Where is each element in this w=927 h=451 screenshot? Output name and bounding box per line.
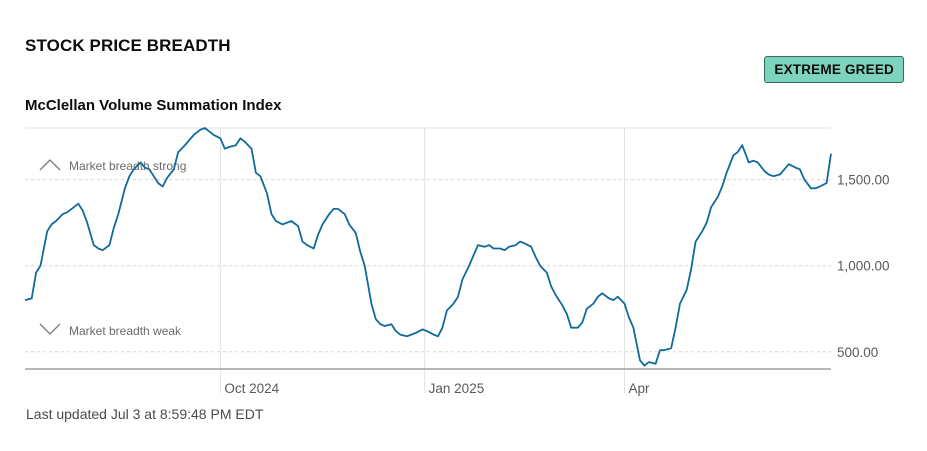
sentiment-badge: EXTREME GREED bbox=[764, 56, 904, 83]
series-layer bbox=[24, 127, 832, 367]
chevron-up-icon bbox=[39, 159, 61, 171]
y-tick-label: 500.00 bbox=[837, 345, 878, 360]
grid bbox=[25, 127, 831, 393]
y-tick-label: 1,000.00 bbox=[837, 259, 890, 274]
x-tick-label: Apr bbox=[629, 381, 651, 396]
axis-ticks: 500.00 1,000.00 1,500.00 Oct 2024 Jan 2025 Ap… bbox=[224, 173, 889, 396]
x-tick-label: Jan 2025 bbox=[429, 381, 485, 396]
breadth-strong-label: Market breadth strong bbox=[69, 159, 186, 173]
last-updated: Last updated Jul 3 at 8:59:48 PM EDT bbox=[26, 406, 264, 422]
annotations: Market breadth strong Market breadth wea… bbox=[39, 159, 186, 338]
series-line bbox=[24, 127, 832, 367]
breadth-strong-annotation: Market breadth strong bbox=[39, 159, 186, 173]
breadth-weak-label: Market breadth weak bbox=[69, 324, 182, 338]
y-tick-label: 1,500.00 bbox=[837, 173, 890, 188]
breadth-weak-annotation: Market breadth weak bbox=[39, 323, 182, 338]
chevron-down-icon bbox=[39, 323, 61, 335]
chart-title: McClellan Volume Summation Index bbox=[25, 97, 282, 114]
page-title: STOCK PRICE BREADTH bbox=[25, 36, 231, 55]
x-tick-label: Oct 2024 bbox=[224, 381, 279, 396]
